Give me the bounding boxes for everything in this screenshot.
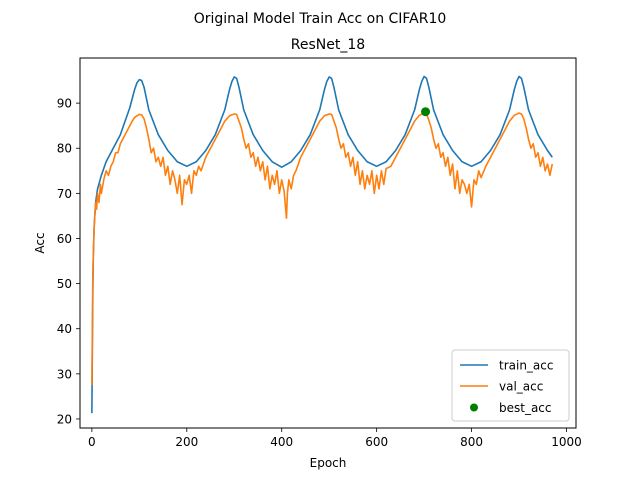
x-tick-label: 800	[460, 435, 483, 449]
y-tick-label: 60	[57, 232, 72, 246]
series-line-train-acc	[91, 75, 553, 414]
y-axis-label: Acc	[33, 232, 47, 253]
x-tick-label: 600	[365, 435, 388, 449]
marker-best-acc	[421, 107, 431, 117]
y-tick-label: 20	[57, 412, 72, 426]
x-axis-ticks: 0 200 400 600 800 1000	[88, 428, 582, 449]
plot-frame	[79, 57, 577, 429]
x-tick-label: 0	[88, 435, 96, 449]
x-tick-label: 400	[270, 435, 293, 449]
y-tick-label: 90	[57, 97, 72, 111]
series-line-val-acc	[91, 112, 554, 386]
x-tick-label: 200	[175, 435, 198, 449]
legend-best-acc-swatch	[470, 403, 478, 412]
y-axis-ticks: 20 30 40 50 60 70 80 90	[57, 97, 80, 426]
legend-val-acc-label: val_acc	[499, 380, 543, 394]
legend: train_acc val_acc best_acc	[451, 349, 570, 422]
x-axis-label: Epoch	[310, 456, 347, 470]
legend-box	[451, 349, 570, 422]
legend-train-acc-label: train_acc	[499, 359, 553, 373]
x-tick-label: 1000	[551, 435, 582, 449]
y-tick-label: 80	[57, 142, 72, 156]
y-tick-label: 40	[57, 322, 72, 336]
y-tick-label: 50	[57, 277, 72, 291]
y-tick-label: 30	[57, 367, 72, 381]
chart-suptitle: Original Model Train Acc on CIFAR10	[194, 11, 447, 27]
chart-title: ResNet_18	[291, 37, 365, 53]
plot-lines	[91, 75, 554, 414]
y-tick-label: 70	[57, 187, 72, 201]
plot-markers	[421, 107, 431, 117]
legend-best-acc-label: best_acc	[499, 401, 552, 415]
